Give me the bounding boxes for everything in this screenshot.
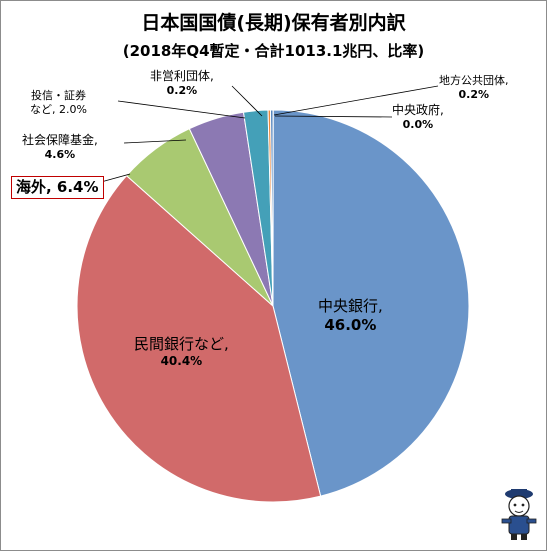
label-private-banks-name: 民間銀行など, <box>134 335 229 353</box>
label-investment-trusts: 投信・証券 など, 2.0% <box>30 89 87 117</box>
label-nonprofit-pct: 0.2% <box>166 84 198 97</box>
label-private-banks-pct: 40.4% <box>160 353 203 368</box>
label-local-gov: 地方公共団体, 0.2% <box>439 74 509 102</box>
label-investment-trusts-line2: など, 2.0% <box>30 102 87 116</box>
label-social-security: 社会保障基金, 4.6% <box>22 133 98 162</box>
leader-line-social-security <box>123 139 187 144</box>
label-central-gov-pct: 0.0% <box>402 118 434 131</box>
label-nonprofit: 非営利団体, 0.2% <box>150 69 214 98</box>
label-central-bank-pct: 46.0% <box>324 315 377 334</box>
leader-line-local-gov <box>273 85 439 116</box>
chart-subtitle: (2018年Q4暫定・合計1013.1兆円、比率) <box>122 42 425 60</box>
label-central-gov: 中央政府, 0.0% <box>392 103 444 132</box>
pie-slice-0 <box>272 109 470 497</box>
label-central-bank: 中央銀行, 46.0% <box>318 297 383 335</box>
label-local-gov-pct: 0.2% <box>458 87 489 101</box>
pie-slice-1 <box>76 175 322 503</box>
leader-line-investment-trusts <box>117 100 246 119</box>
leader-line-nonprofit <box>231 85 263 117</box>
mascot-icon <box>501 489 537 540</box>
leader-line-central-gov <box>274 115 393 118</box>
label-local-gov-name: 地方公共団体, <box>439 74 509 87</box>
label-social-security-pct: 4.6% <box>44 148 76 161</box>
label-nonprofit-name: 非営利団体, <box>150 69 214 83</box>
leader-line-overseas <box>100 173 131 183</box>
chart-title: 日本国国債(長期)保有者別内訳 <box>141 12 406 34</box>
leader-lines <box>100 85 439 183</box>
label-social-security-name: 社会保障基金, <box>22 133 98 147</box>
label-private-banks: 民間銀行など, 40.4% <box>134 335 229 369</box>
label-overseas: 海外, 6.4% <box>11 176 104 199</box>
pie-slices <box>76 109 470 503</box>
label-central-bank-name: 中央銀行, <box>318 297 383 315</box>
label-investment-trusts-line1: 投信・証券 <box>30 89 86 102</box>
label-central-gov-name: 中央政府, <box>392 103 444 117</box>
